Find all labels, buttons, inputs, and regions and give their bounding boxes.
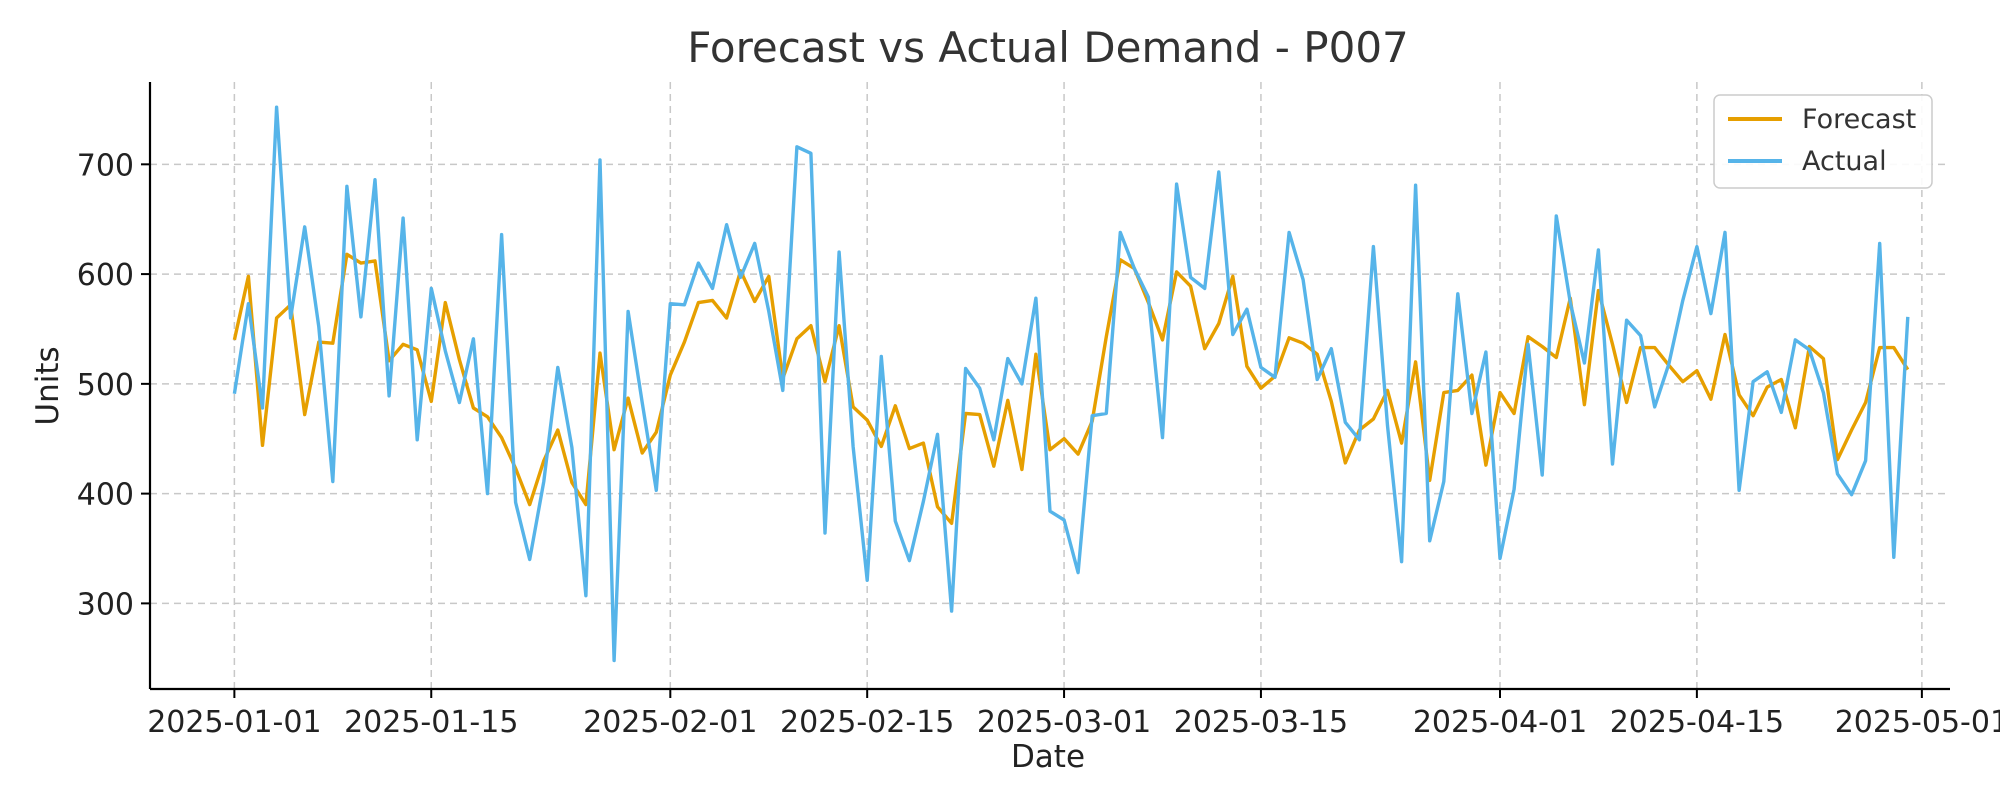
x-tick-label: 2025-01-01 [147,705,321,740]
x-tick-label: 2025-01-15 [344,705,518,740]
legend: Forecast Actual [1713,94,1933,189]
y-tick-label: 700 [77,148,134,183]
y-tick-label: 500 [77,368,134,403]
legend-label-forecast: Forecast [1802,104,1916,135]
x-tick-label: 2025-03-01 [977,705,1151,740]
grid-layer [150,82,1950,689]
x-tick-label: 2025-04-15 [1610,705,1784,740]
y-tick-label: 600 [77,258,134,293]
x-tick-label: 2025-05-01 [1835,705,2000,740]
x-axis-ticks: 2025-01-01 2025-01-15 2025-02-01 2025-02-15… [147,689,2000,740]
x-tick-label: 2025-02-01 [583,705,757,740]
y-tick-label: 400 [77,478,134,513]
chart-title: Forecast vs Actual Demand - P007 [687,23,1409,72]
x-tick-label: 2025-04-01 [1413,705,1587,740]
x-tick-label: 2025-03-15 [1174,705,1348,740]
x-tick-label: 2025-02-15 [780,705,954,740]
legend-label-actual: Actual [1802,146,1887,177]
series-layer [232,105,1910,663]
series-line-actual [232,105,1910,663]
x-axis-label: Date [1011,739,1085,775]
y-axis-label: Units [30,346,66,425]
y-tick-label: 300 [77,587,134,622]
y-axis-ticks: 300 400 500 600 700 [77,148,150,622]
